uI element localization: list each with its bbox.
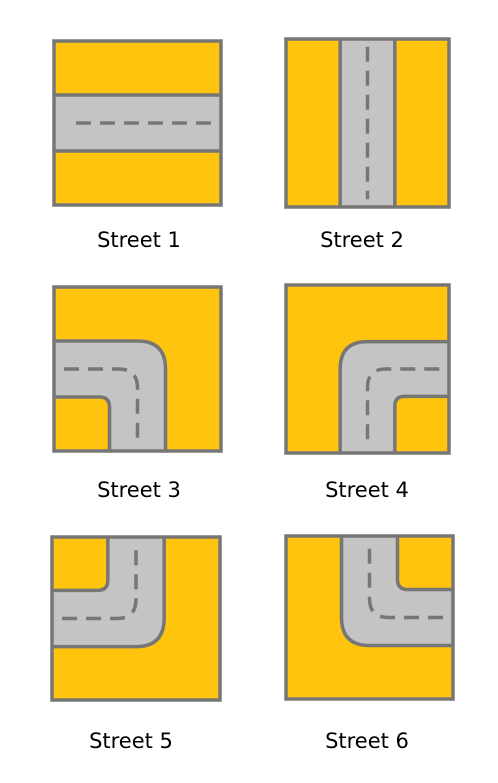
street-1-graphic bbox=[52, 39, 223, 207]
street-4-graphic bbox=[284, 283, 451, 455]
lane-divider bbox=[62, 545, 138, 621]
street-5-tile: Street 5 bbox=[50, 535, 222, 753]
tile-frame bbox=[284, 534, 455, 701]
tile-frame bbox=[52, 285, 223, 453]
street-2-tile: Street 2 bbox=[284, 37, 451, 252]
street-6-tile: Street 6 bbox=[284, 534, 455, 753]
tile-frame bbox=[52, 39, 223, 207]
street-3-tile: Street 3 bbox=[52, 285, 223, 502]
street-4-tile: Street 4 bbox=[284, 283, 451, 502]
street-4-label: Street 4 bbox=[325, 478, 409, 502]
street-5-graphic bbox=[50, 535, 222, 702]
street-2-label: Street 2 bbox=[320, 228, 404, 252]
street-3-graphic bbox=[52, 285, 223, 453]
tile-frame bbox=[50, 535, 222, 702]
street-2-graphic bbox=[284, 37, 451, 209]
street-6-label: Street 6 bbox=[325, 729, 409, 753]
street-6-graphic bbox=[284, 534, 455, 701]
street-1-label: Street 1 bbox=[97, 228, 181, 252]
lane-divider bbox=[365, 367, 440, 446]
street-3-label: Street 3 bbox=[97, 478, 181, 502]
tile-frame bbox=[284, 283, 451, 455]
tile-frame bbox=[284, 37, 451, 209]
street-1-tile: Street 1 bbox=[52, 39, 223, 252]
lane-divider bbox=[367, 544, 443, 620]
street-5-label: Street 5 bbox=[89, 729, 173, 753]
lane-divider bbox=[64, 367, 140, 443]
